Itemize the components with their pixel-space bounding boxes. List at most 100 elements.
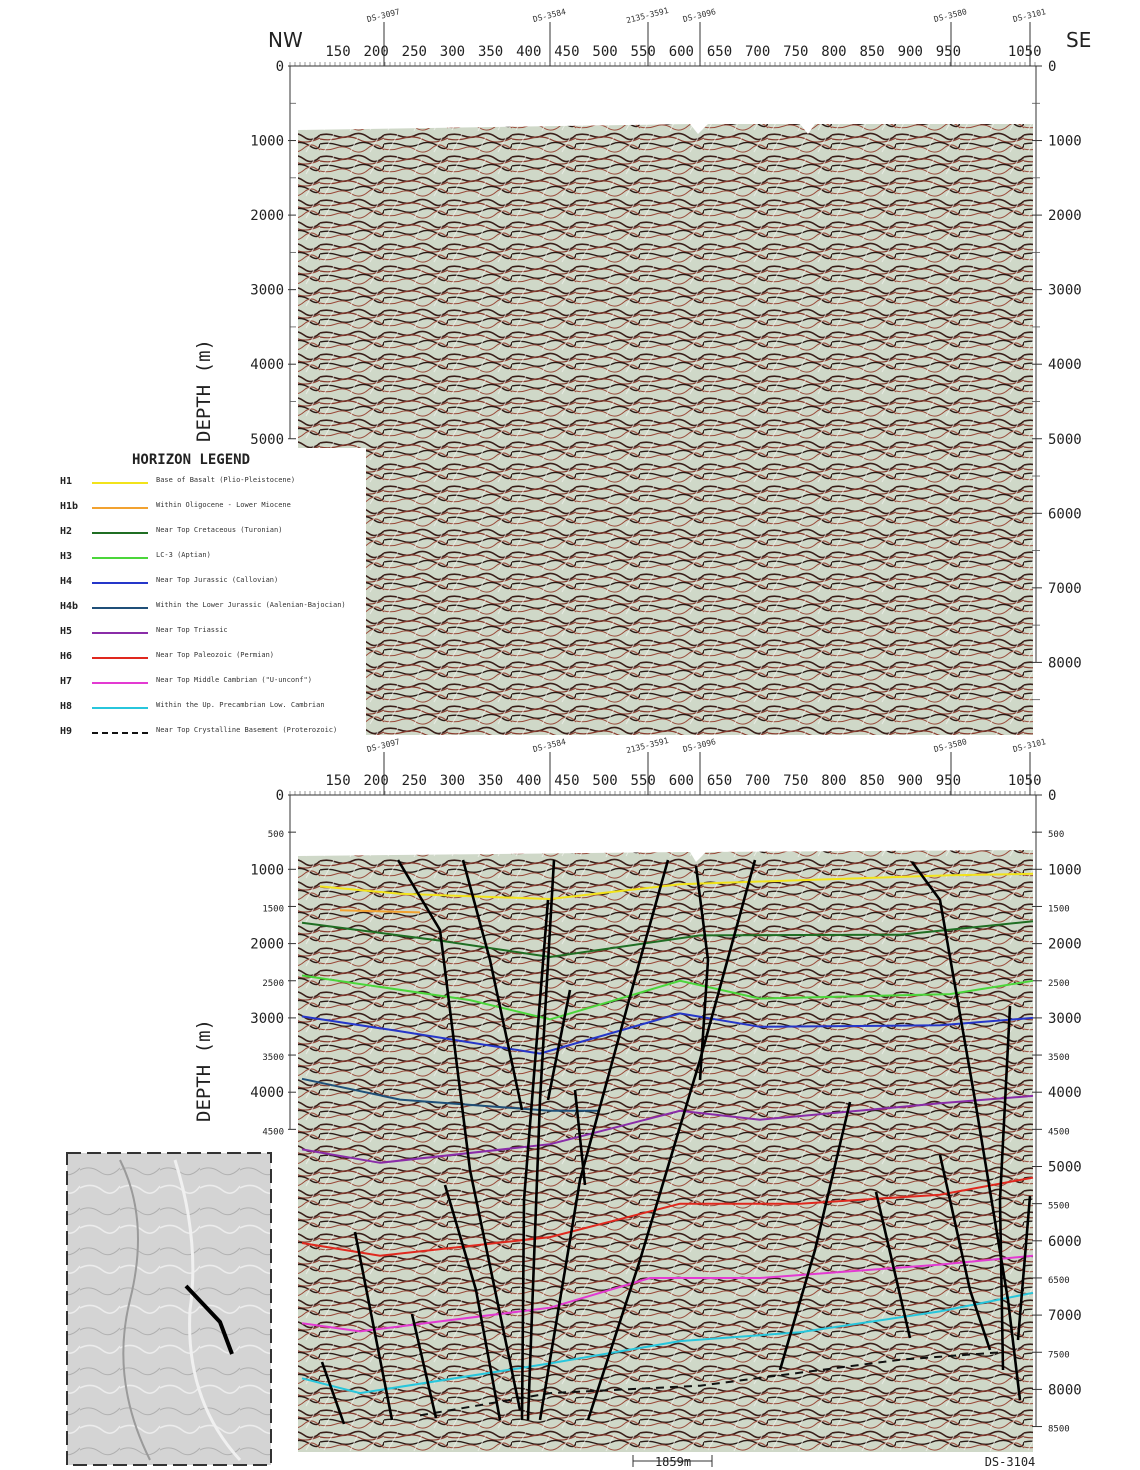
legend-label: Near Top Crystalline Basement (Proterozo… bbox=[156, 726, 338, 734]
trace-tick-label: 200 bbox=[364, 44, 389, 60]
depth-tick-label: 6000 bbox=[1048, 1234, 1082, 1250]
fault-line bbox=[778, 1101, 852, 1371]
depth-tick-label: 4000 bbox=[1048, 1085, 1082, 1101]
top-y-axis-label: DEPTH (m) bbox=[193, 339, 215, 442]
legend-item: H9 Near Top Crystalline Basement (Protero… bbox=[60, 726, 378, 751]
trace-tick-label: 700 bbox=[745, 773, 770, 789]
trace-tick-label: 700 bbox=[745, 44, 770, 60]
legend-swatch bbox=[92, 632, 148, 634]
legend-swatch bbox=[92, 557, 148, 559]
bottom-well-label: DS-3104 bbox=[985, 1455, 1036, 1469]
legend-rows: H1 Base of Basalt (Plio-Pleistocene) H1b Wi… bbox=[60, 476, 378, 751]
legend-item: H4 Near Top Jurassic (Callovian) bbox=[60, 576, 378, 601]
horizon-h3 bbox=[301, 974, 1034, 1021]
horizon-h1b bbox=[339, 909, 421, 914]
fault-line bbox=[998, 1005, 1012, 1371]
fault-line bbox=[443, 1184, 502, 1421]
legend-swatch bbox=[92, 532, 148, 534]
trace-tick-label: 500 bbox=[592, 773, 617, 789]
legend-swatch bbox=[92, 607, 148, 609]
depth-tick-label: 1000 bbox=[250, 862, 284, 878]
legend-label: Near Top Triassic bbox=[156, 626, 228, 634]
depth-tick-label: 0 bbox=[276, 59, 284, 75]
fault-line bbox=[938, 1154, 992, 1351]
trace-tick-label: 550 bbox=[631, 44, 656, 60]
legend-code: H9 bbox=[60, 726, 73, 737]
depth-tick-label: 2500 bbox=[1048, 979, 1070, 989]
bottom-y-axis-label: DEPTH (m) bbox=[193, 1019, 215, 1122]
trace-tick-label: 250 bbox=[402, 773, 427, 789]
legend-item: H2 Near Top Cretaceous (Turonian) bbox=[60, 526, 378, 551]
fault-line bbox=[526, 859, 556, 1421]
well-label: DS-3097 bbox=[366, 7, 401, 24]
depth-tick-label: 5500 bbox=[1048, 1202, 1070, 1212]
fault-line bbox=[396, 859, 522, 1411]
depth-tick-label: 500 bbox=[268, 830, 284, 840]
legend-code: H1 bbox=[60, 476, 73, 487]
depth-tick-label: 2500 bbox=[262, 979, 284, 989]
legend-item: H1b Within Oligocene - Lower Miocene bbox=[60, 501, 378, 526]
trace-tick-label: 750 bbox=[783, 44, 808, 60]
depth-tick-label: 3500 bbox=[262, 1053, 284, 1063]
trace-tick-label: 150 bbox=[325, 773, 350, 789]
fault-line bbox=[353, 1231, 394, 1421]
legend-swatch bbox=[92, 507, 148, 509]
trace-tick-label: 150 bbox=[325, 44, 350, 60]
horizon-legend: HORIZON LEGEND H1 Base of Basalt (Plio-Pl… bbox=[60, 452, 378, 751]
trace-tick-label: 1050 bbox=[1008, 44, 1042, 60]
horizon-h8 bbox=[301, 1291, 1034, 1395]
horizon-h2 bbox=[301, 920, 1034, 959]
fault-line bbox=[586, 859, 757, 1421]
legend-swatch bbox=[92, 582, 148, 584]
trace-tick-label: 350 bbox=[478, 44, 503, 60]
legend-swatch bbox=[92, 682, 148, 684]
depth-tick-label: 4000 bbox=[250, 1085, 284, 1101]
well-label: 2135-3591 bbox=[625, 6, 669, 25]
legend-code: H8 bbox=[60, 701, 73, 712]
depth-tick-label: 6500 bbox=[1048, 1276, 1070, 1286]
horizon-h4b bbox=[301, 1077, 600, 1112]
depth-tick-label: 4500 bbox=[262, 1127, 284, 1137]
depth-tick-label: 8000 bbox=[1048, 1382, 1082, 1398]
scale-bar-label: 1859m bbox=[655, 1455, 691, 1469]
section-location-line bbox=[184, 1284, 234, 1355]
trace-tick-label: 600 bbox=[669, 773, 694, 789]
depth-tick-label: 5000 bbox=[250, 432, 284, 448]
fault-line bbox=[461, 859, 524, 1111]
legend-item: H8 Within the Up. Precambrian Low. Cambri… bbox=[60, 701, 378, 726]
legend-swatch bbox=[92, 657, 148, 659]
horizon-h9 bbox=[419, 1351, 1001, 1417]
legend-item: H7 Near Top Middle Cambrian ("U-unconf") bbox=[60, 676, 378, 701]
trace-tick-label: 1050 bbox=[1008, 773, 1042, 789]
depth-tick-label: 0 bbox=[276, 788, 284, 804]
depth-tick-label: 2000 bbox=[250, 937, 284, 953]
se-direction-label: SE bbox=[1066, 28, 1092, 52]
fault-line bbox=[1016, 1195, 1032, 1341]
trace-tick-label: 200 bbox=[364, 773, 389, 789]
well-label: DS-3580 bbox=[933, 737, 968, 754]
fault-line bbox=[320, 1361, 346, 1425]
legend-label: Near Top Cretaceous (Turonian) bbox=[156, 526, 283, 534]
fault-line bbox=[910, 861, 1022, 1401]
legend-item: H6 Near Top Paleozoic (Permian) bbox=[60, 651, 378, 676]
legend-swatch bbox=[92, 707, 148, 709]
horizon-h4 bbox=[301, 1012, 1034, 1055]
legend-code: H4b bbox=[60, 601, 79, 612]
well-label: 2135-3591 bbox=[625, 736, 669, 755]
fault-line bbox=[694, 865, 710, 1081]
legend-label: Near Top Middle Cambrian ("U-unconf") bbox=[156, 676, 312, 684]
legend-code: H1b bbox=[60, 501, 79, 512]
horizon-h1 bbox=[319, 872, 1034, 901]
depth-tick-label: 1000 bbox=[1048, 862, 1082, 878]
fault-line bbox=[573, 1089, 587, 1186]
legend-label: Near Top Paleozoic (Permian) bbox=[156, 651, 275, 659]
depth-tick-label: 5000 bbox=[1048, 432, 1082, 448]
fault-line bbox=[410, 1313, 438, 1419]
trace-tick-label: 850 bbox=[859, 44, 884, 60]
legend-label: Within the Up. Precambrian Low. Cambrian bbox=[156, 701, 325, 709]
depth-tick-label: 8500 bbox=[1048, 1425, 1070, 1435]
fault-line bbox=[546, 989, 572, 1101]
location-map-inset bbox=[66, 1152, 272, 1466]
well-label: DS-3584 bbox=[532, 7, 567, 24]
